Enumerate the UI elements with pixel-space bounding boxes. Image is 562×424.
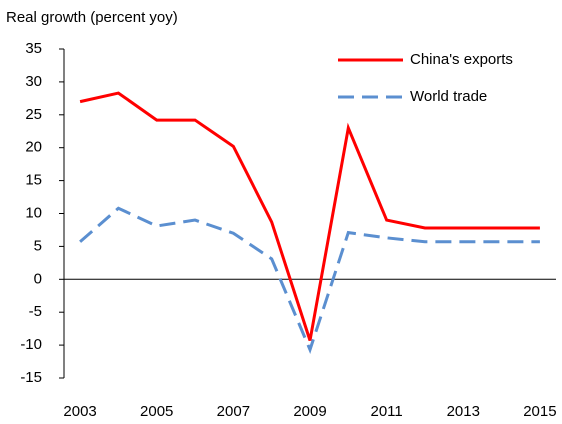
legend-label: World trade	[410, 88, 487, 105]
y-tick-label: 25	[25, 106, 42, 123]
y-tick-label: -15	[20, 369, 42, 386]
x-tick-label: 2005	[140, 403, 173, 420]
x-tick-label: 2013	[447, 403, 480, 420]
x-tick-label: 2015	[523, 403, 556, 420]
y-tick-label: 30	[25, 73, 42, 90]
x-tick-label: 2007	[217, 403, 250, 420]
series-line	[79, 91, 540, 341]
x-tick-label: 2011	[371, 403, 403, 420]
x-tick-label: 2003	[63, 403, 96, 420]
y-tick-label: 15	[25, 172, 42, 189]
y-tick-label: 10	[25, 204, 42, 221]
y-tick-label: 0	[34, 270, 42, 287]
y-tick-label: -10	[20, 336, 42, 353]
legend-label: China's exports	[410, 51, 513, 68]
y-tick-label: -5	[29, 303, 42, 320]
y-tick-label: 35	[25, 40, 42, 57]
y-tick-label: 20	[25, 139, 42, 156]
y-axis-label: Real growth (percent yoy)	[6, 9, 178, 26]
y-tick-label: 5	[34, 237, 42, 254]
x-tick-label: 2009	[293, 403, 326, 420]
series-line	[79, 206, 540, 354]
